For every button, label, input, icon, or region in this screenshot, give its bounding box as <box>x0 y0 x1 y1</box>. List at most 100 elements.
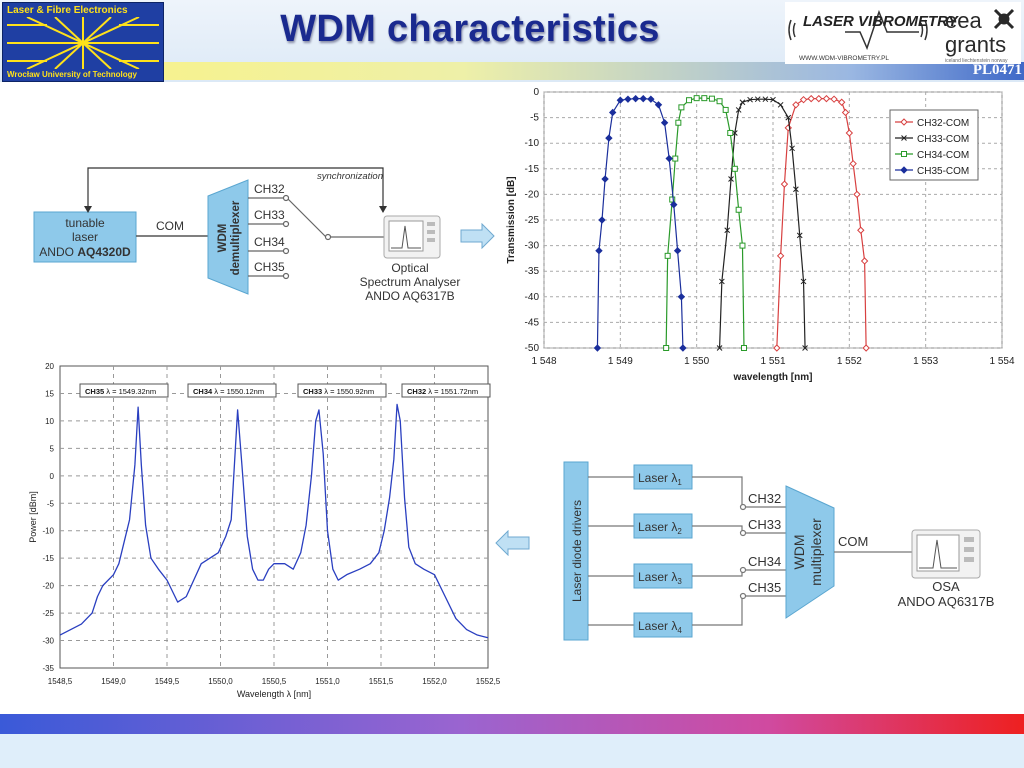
chart2-annotation-box <box>401 383 491 398</box>
chart2-x-tick: 1552,0 <box>422 677 447 686</box>
laser-vibrometry-url: WWW.WDM-VIBROMETRY.PL <box>799 55 889 62</box>
chart2-y-tick: 0 <box>50 472 55 481</box>
chart1-point-CH32-COM <box>830 95 838 103</box>
chart1-x-tick: 1 549 <box>608 356 633 367</box>
chart1-y-tick: -10 <box>525 138 540 149</box>
chart1-legend-marker <box>901 151 907 157</box>
chart1-point-CH34-COM <box>669 196 676 203</box>
chart1-point-CH35-COM <box>654 101 663 109</box>
chart2-x-tick: 1549,0 <box>101 677 126 686</box>
chart1-point-CH34-COM <box>708 95 715 102</box>
chart1-point-CH35-COM <box>593 344 602 352</box>
chart1-point-CH35-COM <box>679 344 687 352</box>
chart1-line-CH32-COM <box>776 98 867 349</box>
partner-logos: LASER VIBROMETRY WWW.WDM-VIBROMETRY.PL e… <box>785 2 1021 64</box>
laser-line1: tunable <box>65 216 105 230</box>
demux-setup-diagram: tunable laser ANDO AQ4320D COM WDM demul… <box>33 167 461 303</box>
chart2-x-tick: 1550,5 <box>262 677 287 686</box>
chart1-point-CH33-COM <box>716 345 723 351</box>
chart1-point-CH32-COM <box>776 252 785 260</box>
chart2-y-tick: -5 <box>47 499 55 508</box>
chart1-point-CH32-COM <box>860 257 869 265</box>
chart1-point-CH33-COM <box>747 96 753 103</box>
chart1-point-CH34-COM <box>731 165 738 172</box>
mux-label-line2: multiplexer <box>808 518 824 586</box>
footer-bottom <box>0 734 1024 768</box>
chart2-x-tick: 1551,5 <box>369 677 394 686</box>
grants-emblem-icon <box>993 8 1015 30</box>
chart2-spectrum-line <box>59 403 489 639</box>
mux-ch33: CH33 <box>748 517 781 532</box>
chart1-point-CH32-COM <box>853 190 861 199</box>
logo-left-line2: Wrocław University of Technology <box>7 70 137 79</box>
chart1-point-CH34-COM <box>672 155 679 162</box>
chart1-point-CH32-COM <box>807 94 815 103</box>
transmission-chart: 1 548 1 549 1 550 1 551 1 552 1 553 1 554 0 -5 -1… <box>506 87 1015 383</box>
demux-ch35: CH35 <box>254 260 285 274</box>
chart1-point-CH35-COM <box>598 216 606 224</box>
mux-ch34: CH34 <box>748 554 781 569</box>
chart1-series-CH33-COM <box>716 96 808 351</box>
chart1-y-label: Transmission [dB] <box>506 176 517 263</box>
chart1-x-tick: 1 550 <box>684 356 709 367</box>
chart1-point-CH32-COM <box>837 98 846 106</box>
chart1-point-CH33-COM <box>728 176 734 182</box>
chart1-series-CH32-COM <box>773 94 870 352</box>
wdm-multiplexer <box>785 485 835 619</box>
laser-box-2: Laser λ2 <box>633 513 693 539</box>
chart2-annotation-box <box>79 383 169 398</box>
university-logo: Laser & Fibre Electronics Wrocław Univer… <box>2 2 164 82</box>
partner-logos-graphic: LASER VIBROMETRY WWW.WDM-VIBROMETRY.PL e… <box>788 8 1015 64</box>
chart1-point-CH35-COM <box>608 108 617 117</box>
footer-band <box>0 714 1024 734</box>
chart1-series-CH34-COM <box>663 95 747 351</box>
chart1-x-tick: 1 552 <box>837 356 862 367</box>
chart1-line-CH35-COM <box>596 98 684 349</box>
chart2-y-tick: -15 <box>42 554 54 563</box>
chart2-y-tick: -10 <box>42 527 54 536</box>
chart1-point-CH32-COM <box>815 94 823 103</box>
mux-com-label: COM <box>838 534 868 549</box>
chart1-point-CH33-COM <box>762 96 769 103</box>
grants-text: grants <box>945 32 1006 57</box>
chart1-legend-marker <box>900 118 908 126</box>
grants-subtext: iceland liechtenstein norway <box>945 58 1008 64</box>
chart2-annotation: CH35 λ = 1549.32nm <box>79 383 169 398</box>
chart1-point-CH34-COM <box>739 242 746 249</box>
laser-box-1: Laser λ1 <box>633 464 693 490</box>
chart2-y-tick: -30 <box>42 637 54 646</box>
chart1-point-CH35-COM <box>647 95 655 103</box>
chart1-y-tick: -25 <box>525 215 540 226</box>
chart2-y-tick: 20 <box>45 362 54 371</box>
mux-setup-diagram: Laser diode drivers Laser λ1 Laser λ2 La… <box>563 461 994 641</box>
demux-ch32: CH32 <box>254 182 285 196</box>
chart1-point-CH35-COM <box>616 96 625 104</box>
osa-line3: ANDO AQ6317B <box>365 289 454 303</box>
mux-osa-line1: OSA <box>932 579 960 594</box>
chart1-point-CH35-COM <box>673 247 682 255</box>
chart2-annotation-text: CH35 λ = 1549.32nm <box>85 387 156 396</box>
chart1-legend-marker <box>900 166 908 174</box>
wdm-demultiplexer <box>207 179 249 295</box>
chart1-point-CH34-COM <box>740 345 747 351</box>
chart2-y-tick: -35 <box>42 664 54 673</box>
chart1-legend: CH32-COM CH33-COM CH34-COM CH35-COM <box>889 109 979 181</box>
osa-instrument-icon <box>383 215 441 259</box>
chart1-y-tick: -20 <box>525 189 540 200</box>
chart2-annotation: CH32 λ = 1551.72nm <box>401 383 491 398</box>
chart1-point-CH35-COM <box>624 95 632 103</box>
osa-line2: Spectrum Analyser <box>360 275 461 289</box>
chart2-x-tick: 1552,5 <box>476 677 500 686</box>
demux-ch34: CH34 <box>254 235 285 249</box>
page-title: WDM characteristics <box>280 8 660 50</box>
sync-label: synchronization <box>317 171 383 182</box>
chart1-point-CH34-COM <box>664 252 671 259</box>
svg-text:Laser λ2: Laser λ2 <box>638 520 682 536</box>
chart2-annotation-text: CH32 λ = 1551.72nm <box>407 387 478 396</box>
chart2-annotation: CH34 λ = 1550.12nm <box>187 383 277 398</box>
chart1-point-CH33-COM <box>800 278 807 285</box>
chart1-legend-label: CH33-COM <box>917 134 969 145</box>
chart2-y-tick: -25 <box>42 609 54 618</box>
chart1-point-CH35-COM <box>677 293 686 301</box>
chart1-x-label: wavelength [nm] <box>733 372 813 383</box>
